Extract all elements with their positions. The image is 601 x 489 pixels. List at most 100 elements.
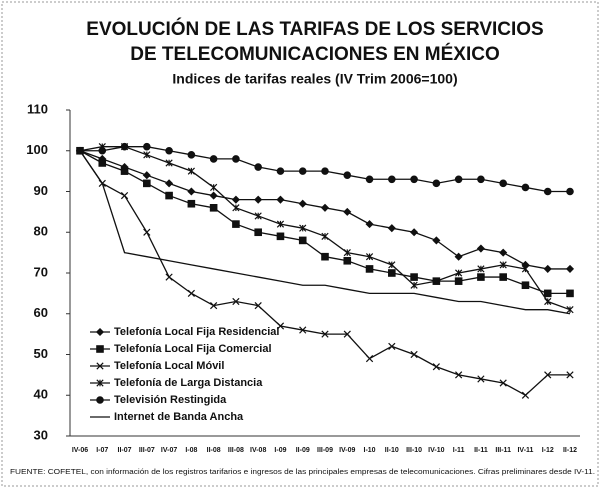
marker bbox=[432, 277, 440, 285]
marker bbox=[143, 179, 151, 188]
marker bbox=[410, 175, 418, 184]
x-tick-label: I-12 bbox=[542, 447, 554, 454]
marker bbox=[387, 224, 396, 233]
marker bbox=[388, 175, 396, 184]
marker bbox=[499, 273, 507, 281]
marker bbox=[232, 155, 240, 163]
marker bbox=[187, 151, 196, 159]
x-tick-label: IV-11 bbox=[517, 447, 533, 454]
chart-title: EVOLUCIÓN DE LAS TARIFAS DE LOS SERVICIO… bbox=[86, 18, 543, 40]
y-tick-label: 80 bbox=[34, 224, 48, 239]
marker bbox=[566, 306, 574, 314]
marker bbox=[209, 204, 218, 212]
marker bbox=[254, 195, 263, 204]
marker bbox=[320, 203, 330, 212]
marker bbox=[499, 379, 507, 387]
y-tick-label: 70 bbox=[34, 264, 48, 279]
marker bbox=[388, 342, 396, 350]
marker bbox=[410, 281, 418, 289]
marker bbox=[432, 363, 440, 371]
marker bbox=[165, 179, 174, 188]
marker bbox=[254, 228, 262, 237]
marker bbox=[543, 289, 552, 298]
marker bbox=[298, 199, 307, 208]
marker bbox=[231, 195, 240, 204]
marker bbox=[210, 301, 218, 310]
x-tick-label: II-11 bbox=[474, 447, 488, 454]
marker bbox=[187, 199, 196, 208]
y-tick-label: 40 bbox=[34, 387, 48, 402]
legend-label: Telefonía de Larga Distancia bbox=[114, 377, 263, 389]
marker bbox=[410, 228, 419, 237]
x-tick-label: I-10 bbox=[364, 447, 376, 454]
x-tick-label: IV-10 bbox=[428, 447, 444, 454]
marker bbox=[276, 232, 285, 241]
marker bbox=[432, 236, 441, 245]
x-tick-label: II-09 bbox=[296, 447, 310, 454]
marker bbox=[298, 167, 307, 175]
marker bbox=[565, 264, 575, 273]
x-tick-label: II-12 bbox=[563, 447, 577, 454]
x-tick-label: IV-08 bbox=[250, 447, 266, 454]
marker bbox=[566, 371, 574, 379]
legend-label: Internet de Banda Ancha bbox=[114, 411, 244, 423]
marker bbox=[365, 265, 374, 273]
x-tick-label: I-08 bbox=[185, 447, 197, 454]
marker bbox=[165, 273, 173, 281]
marker bbox=[298, 236, 307, 245]
marker bbox=[232, 297, 240, 306]
marker bbox=[454, 175, 463, 184]
marker bbox=[343, 249, 351, 257]
x-tick-label: III-08 bbox=[228, 447, 244, 454]
marker bbox=[98, 159, 107, 167]
marker bbox=[187, 187, 196, 196]
marker bbox=[120, 142, 129, 151]
marker bbox=[210, 183, 218, 192]
legend-label: Televisión Restingida bbox=[114, 394, 227, 406]
marker bbox=[521, 183, 530, 192]
marker bbox=[209, 155, 218, 163]
marker bbox=[143, 151, 151, 159]
marker bbox=[521, 281, 530, 290]
marker bbox=[521, 391, 530, 399]
marker bbox=[343, 256, 352, 265]
series-line bbox=[79, 150, 571, 315]
marker bbox=[276, 167, 285, 175]
chart-title: DE TELECOMUNICACIONES EN MÉXICO bbox=[130, 43, 499, 65]
marker bbox=[544, 371, 552, 379]
marker bbox=[365, 220, 374, 229]
marker bbox=[143, 228, 151, 236]
marker bbox=[165, 191, 173, 200]
marker bbox=[388, 269, 396, 277]
marker bbox=[454, 252, 463, 261]
marker bbox=[365, 354, 374, 363]
marker bbox=[254, 212, 262, 220]
y-tick-label: 30 bbox=[34, 427, 48, 442]
marker bbox=[499, 248, 508, 257]
x-tick-label: I-09 bbox=[274, 447, 286, 454]
marker bbox=[165, 159, 173, 167]
x-tick-label: I-07 bbox=[96, 447, 108, 454]
marker bbox=[521, 265, 530, 273]
marker bbox=[455, 269, 463, 277]
marker bbox=[566, 187, 574, 196]
legend-label: Telefonía Local Fija Residencial bbox=[114, 326, 279, 338]
legend-marker bbox=[95, 327, 105, 337]
legend-marker bbox=[96, 362, 104, 370]
marker bbox=[165, 146, 173, 155]
marker bbox=[343, 207, 352, 216]
x-tick-label: IV-09 bbox=[339, 447, 355, 454]
marker bbox=[499, 179, 507, 188]
y-tick-label: 60 bbox=[34, 305, 48, 320]
x-tick-label: III-10 bbox=[406, 447, 422, 454]
marker bbox=[276, 220, 285, 228]
y-tick-label: 100 bbox=[26, 142, 48, 157]
marker bbox=[321, 167, 329, 175]
marker bbox=[544, 297, 552, 306]
chart-subtitle: Indices de tarifas reales (IV Trim 2006=… bbox=[172, 71, 457, 87]
marker bbox=[299, 326, 307, 334]
x-tick-label: II-07 bbox=[118, 447, 132, 454]
legend-marker bbox=[96, 396, 104, 404]
marker bbox=[477, 265, 485, 273]
